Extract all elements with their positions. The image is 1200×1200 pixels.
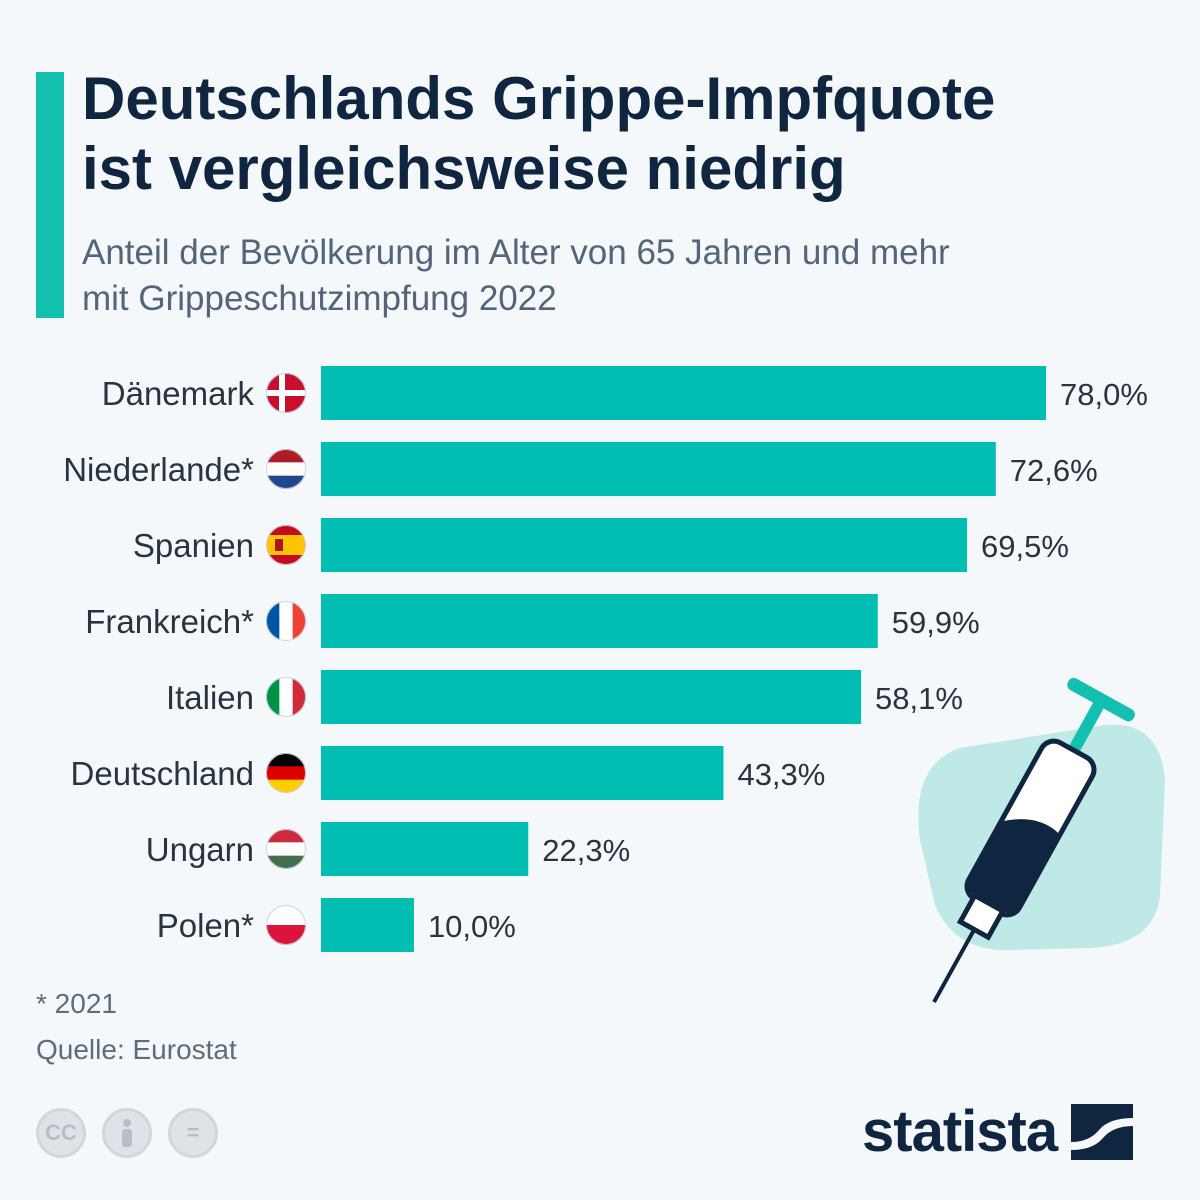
attribution-person-glyph [122, 1119, 132, 1147]
category-label: Ungarn [146, 831, 254, 868]
category-label: Deutschland [71, 755, 254, 792]
cc-icon-label: CC [45, 1120, 77, 1145]
chart-title: Deutschlands Grippe-Impfquote ist vergle… [82, 64, 1182, 204]
no-derivatives-icon[interactable]: = [168, 1108, 218, 1158]
bar [321, 670, 862, 724]
germany-flag-icon [266, 753, 306, 793]
france-flag-icon [266, 601, 306, 641]
syringe-illustration [918, 677, 1165, 1004]
syringe-plunger-rod [1066, 700, 1105, 756]
category-label: Spanien [133, 527, 254, 564]
license-icons: CC = [36, 1108, 218, 1158]
category-label: Frankreich* [85, 603, 254, 640]
title-line-2: ist vergleichsweise niedrig [82, 135, 846, 202]
subtitle-line-2: mit Grippeschutzimpfung 2022 [82, 279, 557, 318]
syringe-tip [956, 892, 1007, 941]
value-label: 22,3% [542, 833, 630, 868]
denmark-flag-icon [266, 373, 306, 413]
attribution-icon[interactable] [102, 1108, 152, 1158]
bar [321, 822, 529, 876]
syringe-needle [932, 928, 977, 1004]
statista-logo[interactable]: statista [862, 1098, 1134, 1165]
source-note: Quelle: Eurostat [36, 1034, 237, 1065]
statista-wordmark: statista [862, 1099, 1058, 1164]
no-derivatives-icon-label: = [186, 1120, 200, 1145]
subtitle-line-1: Anteil der Bevölkerung im Alter von 65 J… [82, 233, 950, 272]
cc-icon[interactable]: CC [36, 1108, 86, 1158]
syringe-liquid [968, 819, 1059, 913]
chart-subtitle: Anteil der Bevölkerung im Alter von 65 J… [82, 230, 1162, 322]
category-label: Niederlande* [63, 451, 254, 488]
poland-flag-icon [266, 905, 306, 945]
netherlands-flag-icon [266, 449, 306, 489]
value-label: 78,0% [1060, 377, 1148, 412]
value-label: 58,1% [875, 681, 963, 716]
bar [321, 442, 996, 496]
bar [321, 898, 414, 952]
italy-flag-icon [266, 677, 306, 717]
footnote: * 2021 [36, 988, 117, 1019]
value-label: 72,6% [1010, 453, 1098, 488]
category-label: Dänemark [102, 375, 255, 412]
title-accent-bar [36, 72, 64, 318]
statista-logo-icon [1071, 1103, 1134, 1160]
value-label: 69,5% [981, 529, 1069, 564]
title-line-1: Deutschlands Grippe-Impfquote [82, 65, 996, 132]
value-label: 43,3% [737, 757, 825, 792]
bar [321, 366, 1046, 420]
spain-flag-icon [266, 525, 306, 565]
syringe-plunger-handle [1067, 677, 1135, 722]
syringe-icon [932, 677, 1135, 1004]
hungary-flag-icon [266, 829, 306, 869]
bar [321, 594, 878, 648]
bar [321, 746, 724, 800]
category-label: Italien [166, 679, 254, 716]
value-label: 10,0% [428, 909, 516, 944]
value-label: 59,9% [892, 605, 980, 640]
bar [321, 518, 967, 572]
category-label: Polen* [157, 907, 254, 944]
